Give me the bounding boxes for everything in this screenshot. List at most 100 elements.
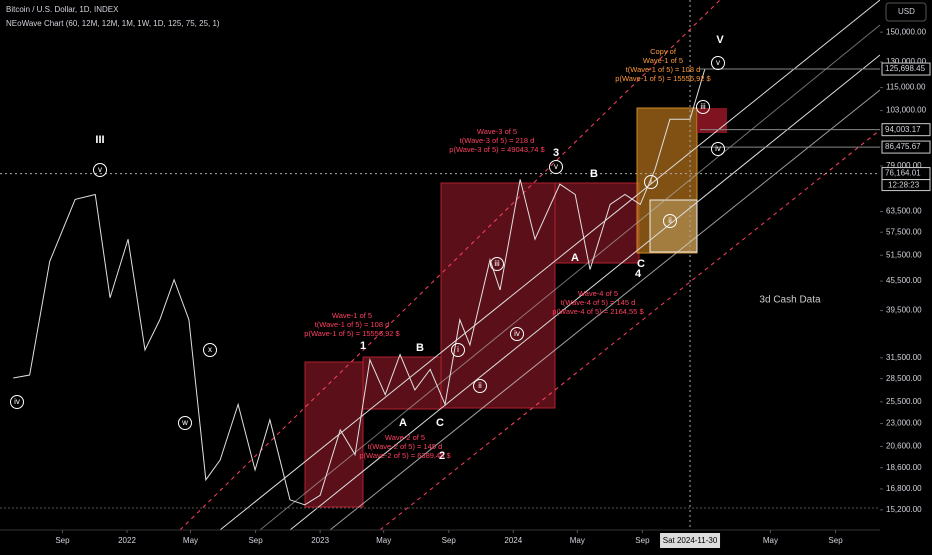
wave-label: III [95,134,104,146]
wave-circle [644,175,658,189]
wave-note: p(Wave-3 of 5) = 49043,74 $ [449,145,545,154]
wave-circle [490,257,504,271]
wave-circle [510,327,524,341]
channel [329,89,881,531]
wave-label: iii [700,102,706,111]
wave-note: Wave-4 of 5 [578,289,618,298]
channel [289,54,881,531]
wave-label: v [554,162,558,171]
wave-label: x [208,345,212,354]
wave-label: C [637,258,645,270]
wave-label: A [399,417,407,429]
y-tick-label: 31,500.00 [886,353,922,362]
x-tick-label: Sep [828,536,843,545]
countdown: 12:28:23 [888,181,920,190]
wave-note: t(Wave-2 of 5) = 145 d [368,442,443,451]
x-tick-label: Sep [442,536,457,545]
price-tag-label: 125,698.45 [885,64,926,73]
y-tick-label: 20,600.00 [886,442,922,451]
wave-label: iii [494,259,500,268]
price-tag [881,140,931,154]
wave-note: p(Wave-1 of 5) = 15556,92 $ [615,74,711,83]
price-tag-label: 76,164.01 [885,169,921,178]
wave-note: Wave-1 of 5 [643,56,683,65]
wave-circle [10,395,24,409]
y-tick-label: 45,500.00 [886,276,922,285]
box [304,361,364,508]
wave-note: p(Wave-4 of 5) = 2164,55 $ [552,307,644,316]
wave-circle [93,163,107,177]
wave-note: t(Wave-1 of 5) = 108 d [626,65,701,74]
wave-circle [178,416,192,430]
wave-circle [203,343,217,357]
x-tick-label: 2022 [118,536,136,545]
wave-circle [451,343,465,357]
currency-label[interactable]: USD [898,7,915,16]
wave-label: C [436,417,444,429]
wave-label: iv [715,144,721,153]
crosshair-label: Sat 2024-11-30 [663,536,718,545]
box [636,107,698,254]
wave-note: t(Wave-1 of 5) = 108 d [315,320,390,329]
wave-note: Copy of [650,47,677,56]
y-tick-label: 57,500.00 [886,227,922,236]
wave-circle [711,142,725,156]
y-tick-label: 23,000.00 [886,419,922,428]
price-tag [881,123,931,137]
y-tick-label: 150,000.00 [886,27,927,36]
channel [219,0,881,531]
channel [179,0,721,531]
wave-note: t(Wave-4 of 5) = 145 d [561,298,636,307]
wave-circle [473,379,487,393]
price-line [13,68,706,506]
y-tick-label: 130,000.00 [886,57,927,66]
wave-label: 3d Cash Data [759,295,821,306]
wave-note: Wave-1 of 5 [332,311,372,320]
symbol-title: Bitcoin / U.S. Dollar, 1D, INDEX [6,5,119,14]
x-tick-label: Sep [55,536,70,545]
currency-button[interactable] [885,2,927,22]
y-tick-label: 16,800.00 [886,484,922,493]
wave-note: p(Wave-1 of 5) = 15556,92 $ [304,329,400,338]
y-tick-label: 103,000.00 [886,106,927,115]
y-tick-label: 39,500.00 [886,306,922,315]
wave-label: B [416,342,424,354]
channel [259,24,881,531]
wave-label: iv [514,329,520,338]
wave-note: Wave-2 of 5 [385,433,425,442]
y-tick-label: 63,500.00 [886,207,922,216]
boxes [304,107,727,508]
wave-note: p(Wave-2 of 5) = 6389,45 $ [359,451,451,460]
x-tick-label: Sep [635,536,650,545]
y-tick-label: 115,000.00 [886,83,926,92]
box [697,108,727,133]
wave-label: 2 [439,450,445,462]
wave-circle [663,214,677,228]
y-tick-label: 79,000.00 [886,161,922,170]
x-tick-label: May [376,536,391,545]
wave-label: v [98,165,102,174]
wave-label: v [716,58,720,67]
x-tick-label: 2023 [311,536,329,545]
wave-label: iv [14,397,20,406]
wave-label: i [457,345,459,354]
x-tick-label: 2024 [504,536,522,545]
box [362,356,442,410]
wave-note: t(Wave-3 of 5) = 218 d [460,136,535,145]
x-tick-label: May [763,536,778,545]
price-tag-label: 86,475.67 [885,142,921,151]
y-tick-label: 25,500.00 [886,397,922,406]
wave-circle [711,56,725,70]
price-axis [880,0,932,550]
wave-label: A [571,252,579,264]
channels [179,0,881,531]
wave-label: ii [668,216,672,225]
wave-note: Wave-3 of 5 [477,127,517,136]
box [440,182,556,409]
wave-label: ii [478,381,482,390]
wave-label: i [650,177,652,186]
wave-circle [549,160,563,174]
wave-label: w [181,418,188,427]
